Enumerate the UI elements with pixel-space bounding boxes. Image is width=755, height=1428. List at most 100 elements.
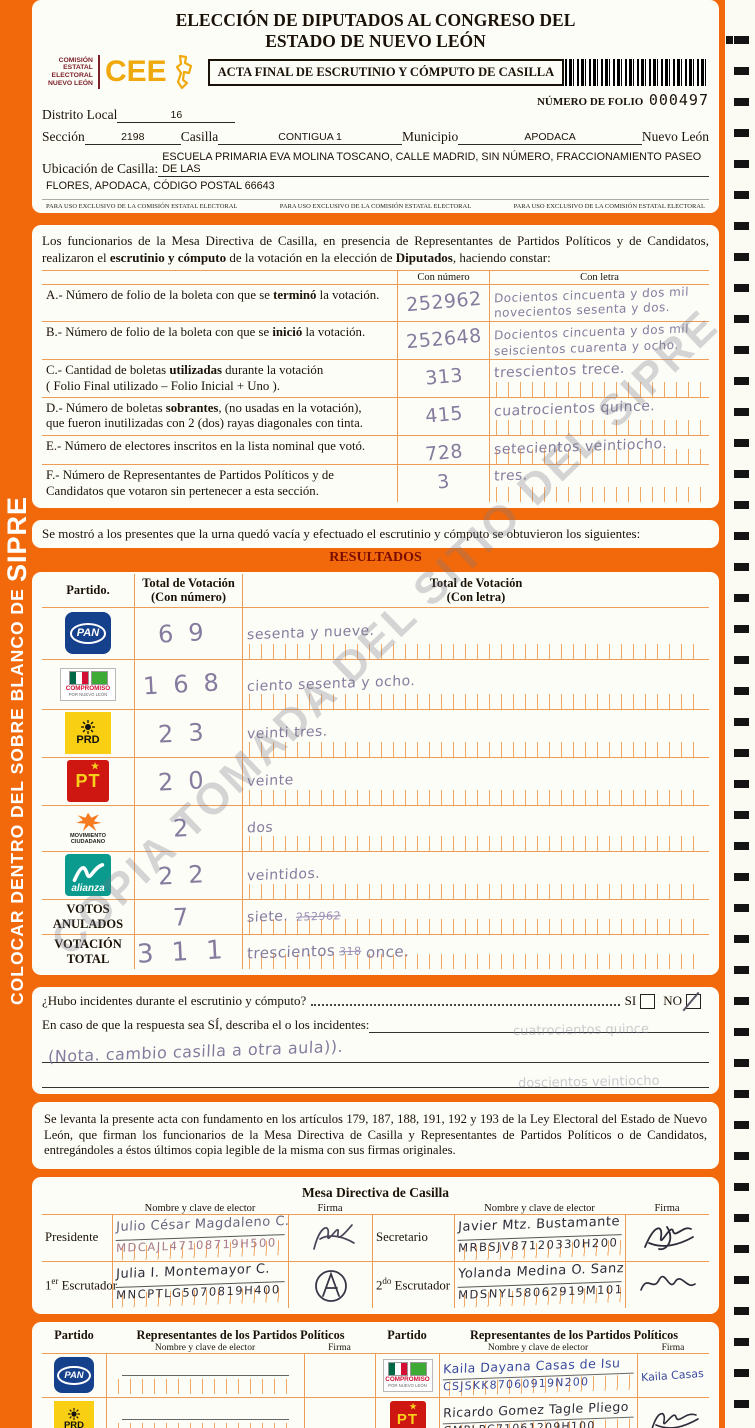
movimiento-ciudadano-logo-icon: MOVIMIENTO CIUDADANO [70, 811, 106, 846]
votacion-total-label: VOTACIÓN TOTAL [42, 933, 134, 969]
escrutador1-label: 1er Escrutador [42, 1260, 117, 1308]
reps-subcol-firma-left: Firma [328, 1342, 351, 1353]
binding-holes [726, 36, 749, 1424]
verde-flag-icon [410, 1362, 427, 1377]
secretario-nombre-cell: Javier Mtz. Bustamante MRBSJV87120330H20… [454, 1213, 625, 1261]
votacion-total-letra: trescientos 318 once. [242, 933, 709, 969]
urna-statement: Se mostró a los presentes que la urna qu… [32, 520, 719, 549]
mesa-panel: Mesa Directiva de Casilla Nombre y clave… [32, 1176, 719, 1314]
escrutador2-firma-cell [625, 1260, 709, 1308]
legal-panel: Se levanta la presente acta con fundamen… [32, 1101, 719, 1169]
reps-subcol-nombre-left: Nombre y clave de elector [154, 1342, 256, 1353]
sidebar-vertical-text: COLOCAR DENTRO DEL SOBRE BLANCO DE SIPRE [2, 430, 33, 1005]
tally-row-a-label: A.- Número de folio de la boleta con que… [42, 283, 397, 322]
tally-row-a-number: 252962 [397, 283, 489, 322]
reps-subcol-nombre-right: Nombre y clave de elector [487, 1342, 589, 1353]
reps-col-partido-left: Partido [54, 1327, 94, 1342]
cee-acronym: CEE [104, 55, 167, 89]
reps-subcol-firma-right: Firma [661, 1342, 685, 1353]
cee-divider [97, 55, 100, 90]
results-table: Partido. Total de Votación (Con número) T… [42, 574, 709, 969]
reps-panel: Partido Representantes de los Partidos P… [32, 1321, 719, 1428]
tally-row-b-number: 252648 [397, 321, 489, 360]
votes-compromiso-number: 168 [134, 658, 242, 709]
votes-pt-number: 20 [134, 756, 242, 805]
tally-row-d-label: D.- Número de boletas sobrantes, (no usa… [42, 396, 397, 435]
empty-clave-line [112, 1377, 299, 1394]
col-con-numero: Con número [397, 270, 489, 284]
votes-alianza-letra: veintidos. [242, 850, 709, 899]
col-total-letra: Total de Votación (Con letra) [242, 574, 709, 607]
pri-flag-icon [68, 670, 89, 685]
secretario-signature [643, 1226, 694, 1250]
scribble-strike: 318 [339, 944, 363, 959]
mesa-table: Presidente Julio César Magdaleno C. MDCA… [42, 1214, 709, 1308]
prd-logo-icon: PRD [65, 712, 111, 755]
votos-anulados-letra: siete. 252962 [242, 898, 709, 934]
ink-bleedthrough-2: doscientos veintiocho [517, 1073, 660, 1091]
votes-mc-letra: dos [242, 804, 709, 851]
compromiso-logo-icon: COMPROMISO POR NUEVO LEÓN [60, 667, 116, 701]
rep-compromiso-signature: Kaila Casas [640, 1366, 705, 1385]
incidents-question: ¿Hubo incidentes durante el escrutinio y… [42, 992, 307, 1008]
party-cell-compromiso: COMPROMISO POR NUEVO LEÓN [42, 658, 134, 709]
presidente-firma-cell [288, 1213, 372, 1261]
municipio-value: APODACA [458, 131, 642, 146]
tally-row-f-label: F.- Número de Representantes de Partidos… [42, 464, 397, 502]
distrito-value: 16 [117, 109, 236, 124]
rep-pt-firma [637, 1396, 709, 1428]
presidente-label: Presidente [42, 1213, 112, 1261]
tally-row-d-number: 415 [397, 396, 489, 435]
nuevo-leon-outline-icon [175, 55, 192, 90]
tally-panel: Los funcionarios de la Mesa Directiva de… [32, 225, 719, 509]
rep-prd-firma [304, 1396, 375, 1428]
rep-party-pan: PAN [42, 1352, 106, 1397]
tally-row-c-label: C.- Cantidad de boletas utilizadas duran… [42, 359, 397, 397]
votes-mc-number: 2 [134, 804, 242, 851]
presidente-signature [312, 1224, 355, 1250]
votes-prd-letra: veinti tres. [242, 708, 709, 757]
reps-col-title-right: Representantes de los Partidos Políticos [469, 1327, 679, 1342]
mesa-col-nombre-right: Nombre y clave de elector [484, 1202, 595, 1214]
reps-col-title-left: Representantes de los Partidos Políticos [136, 1327, 345, 1342]
rep-prd-lines [106, 1396, 304, 1428]
ubicacion-line2: FLORES, APODACA, CÓDIGO POSTAL 66643 [46, 180, 275, 193]
results-title: RESULTADOS [329, 550, 422, 566]
si-checkbox[interactable] [640, 993, 656, 1009]
tally-row-e-letra: setecientos veintiocho. [489, 434, 709, 465]
seccion-value: 2198 [84, 131, 181, 146]
escrutador2-label: 2do Escrutador [372, 1260, 454, 1308]
intro-paragraph: Los funcionarios de la Mesa Directiva de… [42, 233, 709, 265]
rep-compromiso-data: Kaila Dayana Casas de Isu CSJSKK87060919… [439, 1352, 637, 1397]
subtitle-box: ACTA FINAL DE ESCRUTINIO Y CÓMPUTO DE CA… [207, 58, 565, 86]
reps-subheader-row: Nombre y clave de elector Firma Nombre y… [42, 1343, 709, 1353]
tally-row-a-letra: Docientos cincuenta y dos mil novecientos… [489, 283, 709, 322]
mesa-col-firma-right: Firma [654, 1202, 680, 1214]
rep-pt-signature [651, 1413, 699, 1428]
cee-org-name: COMISIÓN ESTATAL ELECTORAL NUEVO LEÓN [48, 56, 93, 88]
seccion-label: Sección [42, 129, 85, 145]
votes-prd-number: 23 [134, 708, 242, 757]
casilla-label: Casilla [180, 129, 219, 145]
prd-sun-icon [68, 1408, 80, 1421]
votos-anulados-label: VOTOS ANULADOS [42, 898, 134, 934]
pt-logo-icon: PT ★ [67, 760, 109, 803]
pt-logo-icon: PT ★ [389, 1401, 426, 1428]
votacion-total-number: 311 [134, 933, 242, 970]
tally-row-b-letra: Docientos cincuenta y dos mil seiscientos… [489, 321, 709, 360]
folio-label: NÚMERO DE FOLIO [536, 96, 644, 109]
pan-logo-icon: PAN [65, 612, 111, 655]
pri-flag-icon [388, 1362, 408, 1377]
casilla-value: CONTIGUA 1 [218, 131, 402, 146]
empty-name-line [122, 1401, 289, 1420]
no-checkbox[interactable] [686, 993, 701, 1009]
prd-logo-icon: PRD [54, 1401, 94, 1428]
pan-logo-icon: PAN [54, 1357, 94, 1394]
col-con-letra: Con letra [489, 270, 709, 284]
col-total-numero: Total de Votación (Con número) [134, 574, 242, 607]
incidents-panel: ¿Hubo incidentes durante el escrutinio y… [32, 986, 719, 1094]
tally-row-f-number: 3 [397, 464, 489, 503]
escrutador1-signature [314, 1270, 347, 1302]
party-cell-pt: PT ★ [42, 756, 134, 805]
party-cell-pan: PAN [42, 606, 134, 659]
